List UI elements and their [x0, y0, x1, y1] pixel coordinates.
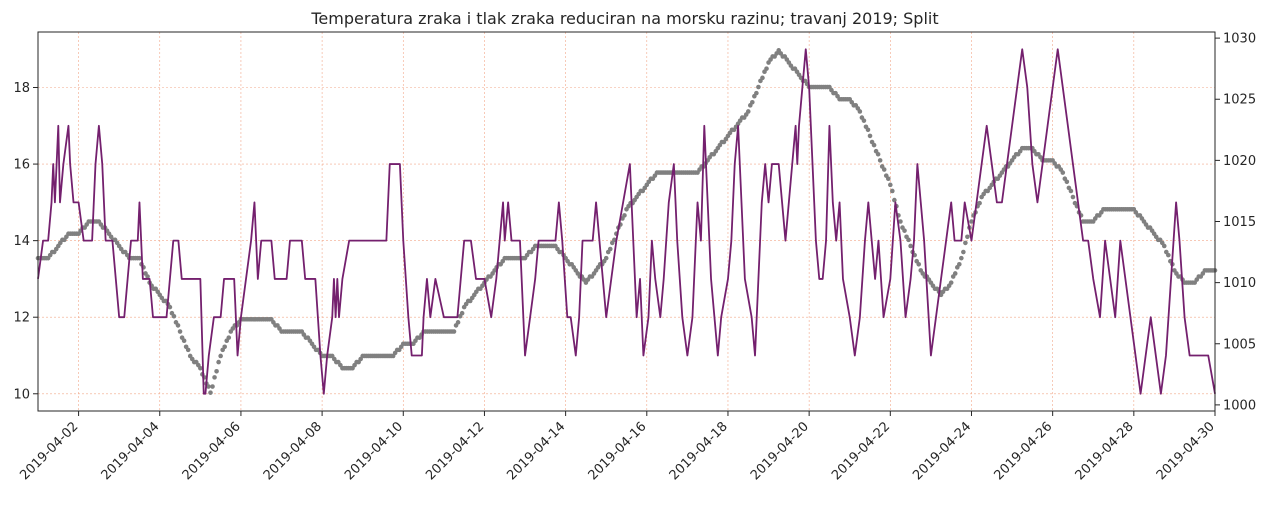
chart-title: Temperatura zraka i tlak zraka reduciran…: [310, 9, 938, 28]
y2-tick-label: 1015: [1223, 215, 1256, 230]
pressure-point: [218, 353, 223, 359]
pressure-point: [963, 240, 968, 246]
pressure-point: [459, 310, 465, 316]
pressure-point: [756, 84, 761, 90]
pressure-point: [216, 359, 221, 365]
y2-tick-label: 1005: [1223, 337, 1256, 352]
y-tick-label: 16: [13, 158, 30, 173]
y-tick-label: 12: [13, 311, 30, 326]
grid-lines: [38, 32, 1215, 411]
pressure-point: [222, 344, 227, 350]
pressure-point: [210, 384, 215, 389]
pressure-point: [888, 182, 893, 188]
y2-tick-label: 1000: [1223, 398, 1256, 413]
pressure-point: [916, 261, 922, 267]
pressure-point: [865, 127, 871, 133]
pressure-point: [1161, 243, 1167, 249]
pressure-point: [198, 365, 203, 371]
pressure-point: [167, 304, 173, 310]
pressure-point: [877, 158, 883, 163]
x-tick-label: 2019-04-08: [261, 419, 325, 483]
pressure-point: [603, 255, 609, 261]
pressure-point: [875, 151, 881, 157]
x-tick-label: 2019-04-26: [991, 419, 1055, 483]
pressure-point: [226, 335, 232, 340]
y2-tick-label: 1010: [1223, 276, 1256, 291]
pressure-point: [890, 188, 895, 194]
pressure-point: [1060, 170, 1066, 175]
x-tick-label: 2019-04-14: [504, 419, 568, 483]
pressure-point: [969, 219, 974, 224]
pressure-point: [861, 118, 867, 123]
pressure-points: [35, 48, 1218, 395]
x-tick-label: 2019-04-02: [17, 419, 81, 483]
pressure-point: [607, 246, 613, 252]
pressure-point: [1166, 252, 1171, 258]
pressure-point: [622, 213, 627, 218]
pressure-point: [750, 100, 755, 105]
pressure-point: [1064, 179, 1070, 185]
pressure-point: [451, 329, 457, 334]
pressure-point: [177, 329, 183, 334]
y-tick-label: 18: [13, 81, 30, 96]
x-tick-label: 2019-04-12: [423, 419, 487, 483]
pressure-point: [892, 197, 897, 203]
pressure-point: [212, 375, 217, 380]
pressure-point: [137, 255, 142, 261]
pressure-point: [760, 75, 765, 81]
pressure-point: [206, 384, 211, 389]
pressure-point: [952, 271, 958, 276]
pressure-point: [867, 133, 873, 139]
x-tick-label: 2019-04-22: [829, 419, 893, 483]
pressure-point: [871, 142, 877, 148]
x-tick-label: 2019-04-28: [1073, 419, 1137, 483]
x-tick-label: 2019-04-04: [99, 419, 163, 483]
pressure-point: [965, 234, 970, 240]
pressure-point: [754, 90, 759, 96]
pressure-point: [977, 200, 982, 206]
pressure-point: [171, 313, 177, 319]
y-tick-label: 10: [13, 387, 30, 402]
pressure-point: [906, 237, 911, 243]
y2-tick-label: 1020: [1223, 154, 1256, 169]
pressure-point: [902, 228, 907, 233]
pressure-point: [214, 368, 219, 374]
y-tick-label: 14: [13, 234, 30, 249]
pressure-point: [1068, 188, 1074, 194]
x-tick-label: 2019-04-16: [586, 419, 650, 483]
pressure-point: [764, 66, 769, 71]
pressure-point: [898, 219, 903, 224]
plot-frame: [37, 31, 1216, 412]
pressure-point: [908, 243, 913, 249]
pressure-point: [455, 320, 461, 325]
pressure-point: [885, 176, 891, 182]
x-tick-label: 2019-04-10: [342, 419, 406, 483]
x-tick-label: 2019-04-06: [180, 419, 244, 483]
pressure-point: [745, 109, 751, 114]
x-tick-label: 2019-04-18: [667, 419, 731, 483]
pressure-point: [181, 338, 187, 344]
pressure-point: [145, 274, 150, 279]
x-tick-label: 2019-04-30: [1154, 419, 1218, 483]
pressure-point: [175, 323, 181, 328]
pressure-point: [185, 347, 191, 353]
pressure-point: [208, 390, 213, 395]
pressure-point: [959, 255, 964, 261]
pressure-point: [857, 109, 863, 114]
pressure-point: [881, 167, 887, 172]
y2-tick-label: 1025: [1223, 93, 1256, 108]
pressure-point: [1070, 194, 1076, 200]
temperature-line: [37, 48, 1216, 395]
y2-tick-label: 1030: [1223, 32, 1256, 47]
temperature-series: [37, 48, 1216, 395]
pressure-point: [957, 261, 962, 267]
x-tick-label: 2019-04-24: [910, 419, 974, 483]
pressure-point: [948, 280, 954, 285]
pressure-point: [961, 249, 966, 255]
x-tick-label: 2019-04-20: [748, 419, 812, 483]
